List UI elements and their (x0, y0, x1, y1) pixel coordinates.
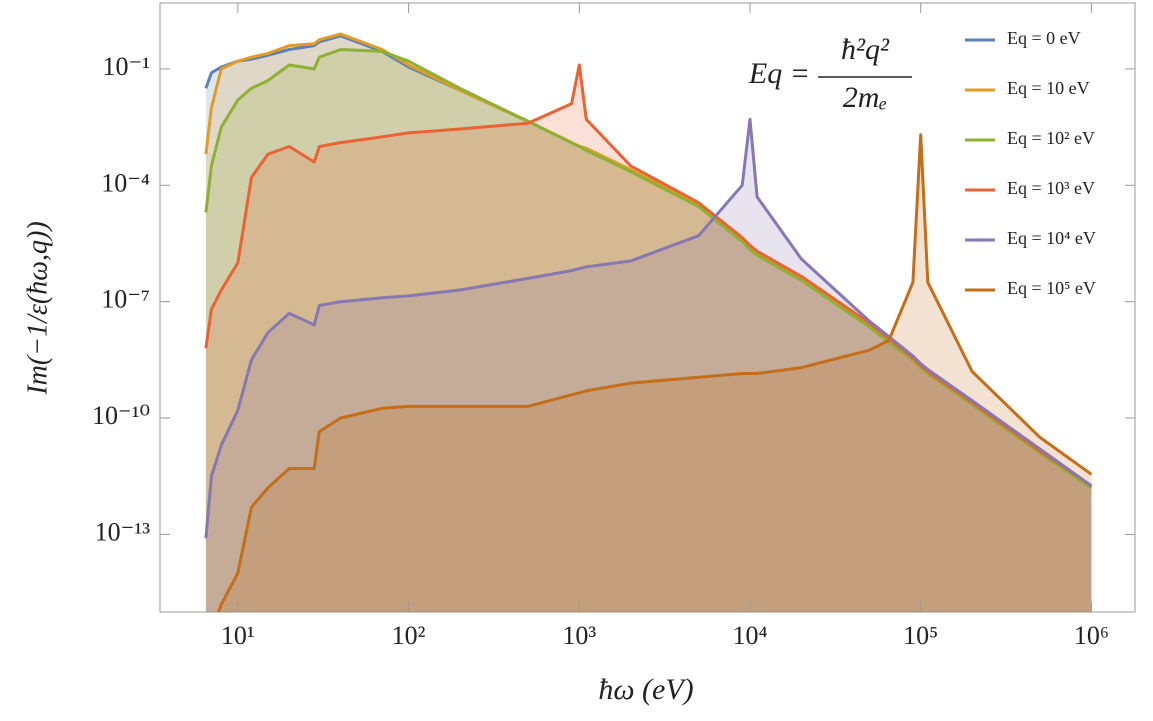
x-tick-label: 10² (392, 621, 426, 650)
x-tick-label: 10⁶ (1074, 621, 1109, 650)
area-fill (205, 35, 1092, 612)
y-tick-label: 10⁻¹⁰ (92, 401, 150, 430)
y-tick-label: 10⁻¹³ (95, 517, 151, 546)
formula-denominator: 2mₑ (843, 81, 888, 114)
area-fill (205, 49, 1092, 612)
area-fill (205, 34, 1092, 612)
y-tick-label: 10⁻¹ (102, 52, 150, 81)
legend-label: Eq = 10⁴ eV (1007, 228, 1096, 248)
plot-frame (159, 2, 1136, 613)
legend-label: Eq = 10⁵ eV (1007, 278, 1096, 298)
y-axis-label: Im(−1/ε(ħω,q)) (22, 221, 53, 395)
series-line (216, 133, 1093, 612)
legend-label: Eq = 10³ eV (1007, 178, 1095, 198)
y-tick-label: 10⁻⁷ (101, 285, 150, 314)
series-line (204, 117, 1093, 539)
area-fill (205, 119, 1092, 612)
formula-lhs: Eq = (748, 57, 810, 90)
x-tick-label: 10³ (562, 621, 596, 650)
formula-numerator: ħ²q² (841, 33, 890, 66)
area-fill (205, 134, 1092, 612)
legend-label: Eq = 0 eV (1007, 28, 1081, 48)
y-tick-label: 10⁻⁴ (101, 168, 150, 197)
area-fill (205, 65, 1092, 612)
legend-label: Eq = 10 eV (1007, 78, 1090, 98)
x-axis-label: ħω (eV) (598, 673, 693, 706)
x-tick-label: 10⁴ (732, 621, 767, 650)
plot-area (204, 32, 1093, 612)
x-tick-label: 10¹ (221, 621, 255, 650)
x-tick-label: 10⁵ (903, 621, 938, 650)
legend-label: Eq = 10² eV (1007, 128, 1095, 148)
